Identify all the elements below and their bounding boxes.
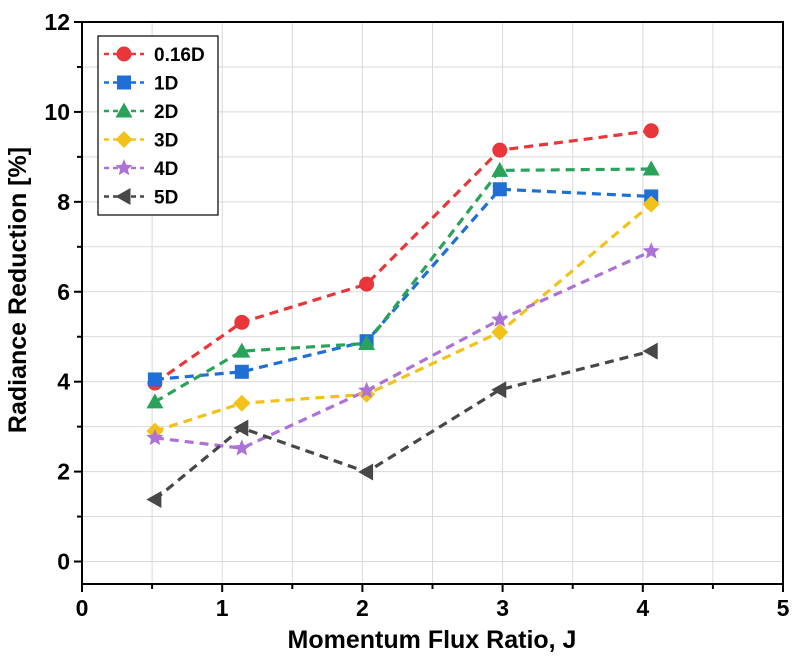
series-line-5d [153,349,652,501]
data-point-2d [233,342,251,358]
data-point-3d [233,394,251,412]
series-line-1d [154,187,652,382]
legend-marker-4d [115,159,133,176]
legend-marker-1d [117,75,131,90]
series-line-2d [154,167,652,404]
series-line-4d [154,249,652,450]
x-tick-label: 0 [76,595,89,621]
series-line-016d [153,129,652,385]
legend-box [97,35,219,216]
data-point-1d [234,364,249,379]
data-point-5d [491,381,507,399]
ticks [74,21,784,592]
data-point-016d [492,142,508,158]
data-point-2d [146,393,164,409]
x-tick-label: 2 [356,595,369,621]
y-tick-label: 6 [57,279,70,305]
data-point-016d [234,314,250,330]
x-axis-label: Momentum Flux Ratio, J [288,626,577,654]
y-axis-label: Radiance Reduction [%] [4,147,32,433]
data-point-4d [491,310,509,327]
data-point-5d [642,342,658,360]
data-point-016d [359,276,375,292]
data-point-4d [358,381,376,398]
legend-marker-5d [115,188,131,205]
legend-marker-2d [115,102,133,118]
legend-label-5d: 5D [154,188,178,209]
data-point-5d [146,490,162,508]
x-tick-label: 4 [636,595,649,621]
legend-label-016d: 0.16D [154,45,205,66]
data-point-016d [643,123,659,139]
y-tick-label: 2 [57,459,70,485]
legend: 0.16D 1D 2D 3D 4D 5D [97,35,219,216]
legend-label-4d: 4D [154,159,178,180]
x-tick-label: 5 [777,595,790,621]
legend-label-1d: 1D [154,74,178,95]
data-point-4d [233,439,251,456]
data-point-1d [147,372,162,387]
data-point-4d [642,242,660,259]
legend-label-3d: 3D [154,131,178,152]
legend-marker-016d [116,46,132,62]
y-tick-label: 10 [44,99,70,125]
data-point-5d [358,463,374,481]
x-tick-label: 1 [216,595,229,621]
y-tick-label: 12 [44,9,70,35]
data-point-5d [233,419,249,437]
series-markers [146,123,660,508]
data-point-4d [146,428,164,446]
y-tick-label: 4 [57,369,70,395]
data-point-2d [491,161,509,177]
data-point-2d [642,160,660,176]
data-point-2d [358,334,376,350]
y-tick-label: 8 [57,189,70,215]
legend-label-2d: 2D [154,102,178,123]
data-point-3d [642,195,660,213]
legend-marker-3d [115,131,133,148]
data-point-1d [492,182,507,197]
series-line-3d [154,202,653,433]
x-tick-label: 3 [496,595,509,621]
y-tick-label: 0 [57,549,70,575]
series-lines [153,129,653,501]
data-point-3d [491,323,509,341]
